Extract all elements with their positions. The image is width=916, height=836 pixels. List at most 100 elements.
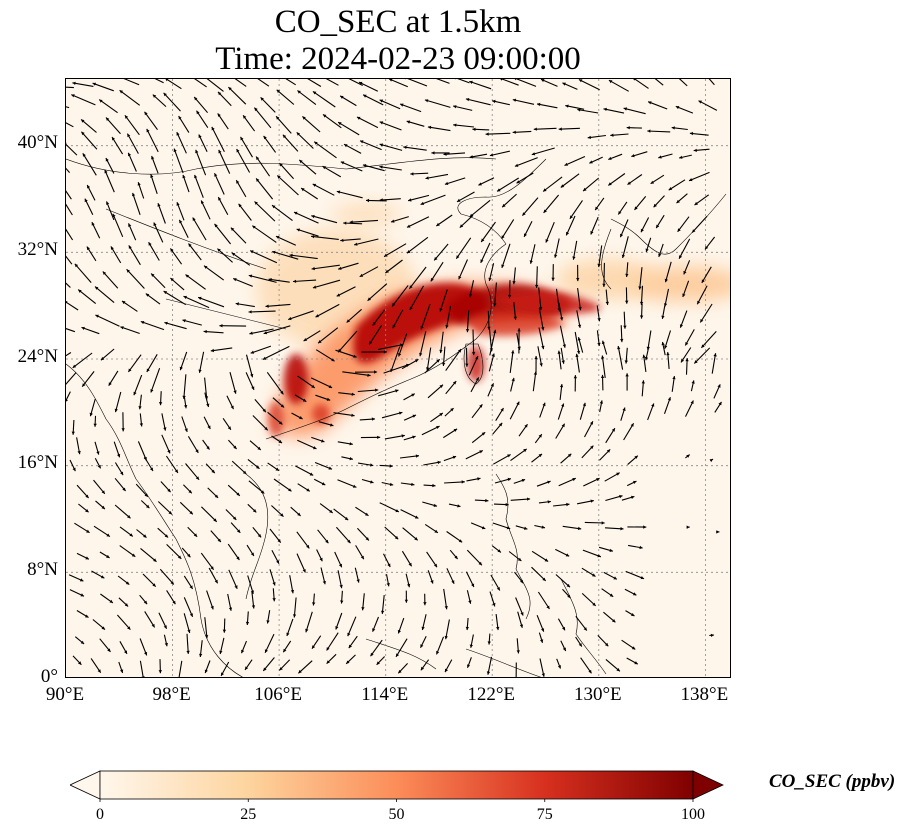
wind-arrow-shaft <box>81 371 95 388</box>
wind-arrow-head <box>297 90 301 94</box>
wind-arrow-head <box>313 446 317 450</box>
wind-arrow-head <box>582 402 586 407</box>
wind-arrow-shaft <box>144 611 156 628</box>
wind-arrow-head <box>399 411 403 415</box>
wind-arrow-shaft <box>236 148 251 173</box>
wind-arrow-shaft <box>228 569 238 590</box>
wind-arrow-shaft <box>266 371 284 395</box>
wind-arrow-head <box>344 144 348 148</box>
wind-arrow-head <box>138 406 142 410</box>
wind-arrow-head <box>277 175 281 179</box>
wind-arrow-shaft <box>298 660 313 674</box>
wind-arrow-head <box>640 576 644 580</box>
wind-arrow-head <box>590 421 593 425</box>
wind-arrow-shaft <box>120 326 140 335</box>
wind-arrow-head <box>122 301 126 305</box>
wind-arrow-head <box>439 413 443 417</box>
wind-arrow-head <box>698 100 702 104</box>
wind-arrow-shaft <box>696 285 708 305</box>
wind-arrow-head <box>179 366 183 371</box>
wind-arrow-shaft <box>124 114 140 136</box>
wind-arrow-head <box>302 398 307 402</box>
wind-arrow-head <box>137 182 141 186</box>
wind-arrow-shaft <box>521 197 539 216</box>
wind-arrow-head <box>340 161 345 165</box>
wind-arrow-shaft <box>569 200 583 220</box>
wind-arrow-shaft <box>183 597 194 618</box>
wind-arrow-shaft <box>445 348 462 371</box>
wind-arrow-head <box>379 121 384 125</box>
wind-arrow-shaft <box>603 262 605 288</box>
wind-arrow-head <box>578 643 582 647</box>
wind-arrow-head <box>148 242 152 246</box>
wind-arrow-shaft <box>146 128 159 153</box>
wind-arrow-head <box>609 593 614 597</box>
map-panel <box>65 78 731 678</box>
wind-arrow-head <box>151 156 155 160</box>
wind-arrow-head <box>277 539 281 543</box>
wind-arrow-shaft <box>514 157 538 167</box>
wind-arrow-head <box>559 384 564 388</box>
wind-arrow-head <box>512 98 517 102</box>
wind-arrow-shaft <box>74 263 92 283</box>
wind-arrow-head <box>502 203 506 208</box>
wind-arrow-shaft <box>66 190 72 200</box>
wind-arrow-head <box>272 582 276 586</box>
wind-arrow-shaft <box>339 95 357 107</box>
wind-arrow-head <box>363 94 367 98</box>
wind-arrow-head <box>322 581 326 585</box>
wind-arrow-head <box>173 148 177 153</box>
wind-arrow-head <box>157 203 161 207</box>
wind-arrow-head <box>335 626 339 630</box>
wind-arrow-head <box>487 641 491 645</box>
wind-arrow-head <box>689 131 694 136</box>
wind-arrow-head <box>671 126 675 130</box>
wind-arrow-head <box>288 488 292 492</box>
wind-arrow-shaft <box>268 278 290 283</box>
wind-arrow-shaft <box>296 228 319 237</box>
wind-arrow-head <box>630 423 634 427</box>
wind-arrow-head <box>170 278 174 282</box>
wind-arrow-head <box>682 293 686 297</box>
wind-arrow-head <box>187 553 191 558</box>
wind-arrow-shaft <box>408 266 427 290</box>
wind-arrow-head <box>262 408 266 413</box>
wind-arrow-head <box>538 453 542 458</box>
wind-arrow-head <box>507 454 511 458</box>
wind-arrow-head <box>560 184 565 188</box>
wind-arrow-head <box>312 91 317 95</box>
wind-arrow-head <box>349 457 353 461</box>
wind-arrow-shaft <box>276 89 295 105</box>
wind-arrow-shaft <box>231 252 251 266</box>
wind-arrow-head <box>541 628 545 632</box>
wind-arrow-head <box>221 672 224 676</box>
wind-arrow-head <box>507 294 512 299</box>
wind-arrow-shaft <box>66 203 73 216</box>
wind-arrow-head <box>514 79 517 81</box>
wind-arrow-head <box>653 203 657 208</box>
wind-arrow-head <box>260 490 265 494</box>
wind-arrow-head <box>632 592 637 596</box>
wind-arrow-head <box>263 331 268 335</box>
wind-arrow-head <box>385 269 389 273</box>
wind-arrow-head <box>214 173 218 177</box>
wind-arrow-shaft <box>93 525 111 538</box>
wind-arrow-head <box>257 446 261 450</box>
wind-arrow-shaft <box>399 103 422 113</box>
wind-arrow-shaft <box>249 328 274 335</box>
wind-arrow-head <box>298 669 302 674</box>
wind-arrow-shaft <box>77 289 97 305</box>
wind-arrow-head <box>328 466 332 470</box>
wind-arrow-head <box>80 640 85 644</box>
wind-arrow-head <box>497 188 501 192</box>
wind-arrow-head <box>452 455 457 459</box>
wind-arrow-head <box>423 602 427 606</box>
wind-arrow-head <box>352 484 357 488</box>
wind-arrow-shaft <box>343 143 362 154</box>
wind-arrow-shaft <box>426 347 432 371</box>
wind-arrow-head <box>500 408 504 412</box>
wind-arrow-head <box>365 537 369 541</box>
wind-arrow-head <box>150 389 154 393</box>
wind-arrow-head <box>379 198 383 202</box>
wind-arrow-shaft <box>590 216 599 235</box>
